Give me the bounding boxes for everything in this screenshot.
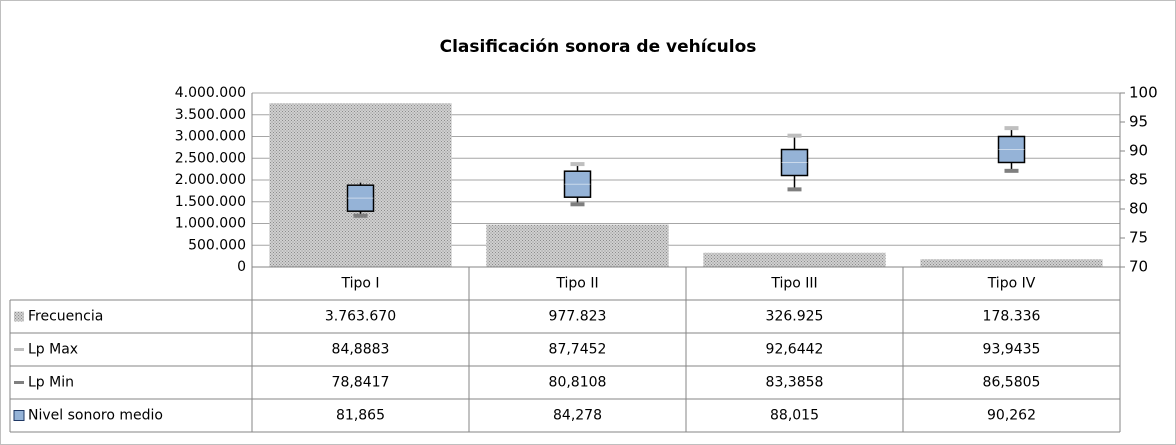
table-cell: 83,3858 — [766, 375, 824, 391]
legend-label: Nivel sonoro medio — [28, 408, 163, 424]
table-cell: 92,6442 — [766, 342, 824, 358]
x-tick-label: Tipo III — [770, 276, 817, 292]
table-cell: 78,8417 — [332, 375, 390, 391]
table-cell: 88,015 — [770, 408, 819, 424]
table-cell: 86,5805 — [983, 375, 1041, 391]
legend-key — [13, 410, 25, 421]
table-cell: 977.823 — [549, 309, 607, 325]
legend-label: Frecuencia — [28, 309, 103, 325]
y-tick-label: 4.000.000 — [175, 85, 246, 101]
y-tick-label: 1.500.000 — [175, 194, 246, 210]
y2-tick-label: 80 — [1129, 200, 1148, 218]
y-tick-label: 0 — [237, 259, 246, 275]
y2-tick-label: 95 — [1129, 113, 1148, 131]
table-cell: 93,9435 — [983, 342, 1041, 358]
legend-label: Lp Max — [28, 342, 78, 358]
table-cell: 84,8883 — [332, 342, 390, 358]
legend-key — [14, 311, 24, 322]
y-tick-label: 500.000 — [188, 237, 246, 253]
y2-tick-label: 70 — [1129, 258, 1148, 276]
table-cell: 80,8108 — [549, 375, 607, 391]
table-cell: 84,278 — [553, 408, 602, 424]
table-cell: 81,865 — [336, 408, 385, 424]
y-tick-label: 3.500.000 — [175, 107, 246, 123]
table-cell: 3.763.670 — [325, 309, 396, 325]
table-cell: 87,7452 — [549, 342, 607, 358]
chart-title: Clasificación sonora de vehículos — [440, 37, 757, 57]
bar — [703, 252, 886, 267]
table-cell: 326.925 — [766, 309, 824, 325]
bar — [486, 224, 669, 267]
y-tick-label: 2.500.000 — [175, 150, 246, 166]
y2-tick-label: 85 — [1129, 171, 1148, 189]
y-tick-label: 1.000.000 — [175, 216, 246, 232]
x-tick-label: Tipo II — [555, 276, 598, 292]
x-tick-label: Tipo IV — [987, 276, 1036, 292]
y-tick-label: 3.000.000 — [175, 129, 246, 145]
y2-tick-label: 100 — [1129, 84, 1158, 102]
legend-label: Lp Min — [28, 375, 74, 391]
y2-tick-label: 90 — [1129, 142, 1148, 160]
bar — [920, 259, 1103, 267]
x-tick-label: Tipo I — [340, 276, 379, 292]
table-cell: 178.336 — [983, 309, 1041, 325]
y-tick-label: 2.000.000 — [175, 172, 246, 188]
y2-tick-label: 75 — [1129, 229, 1148, 247]
table-cell: 90,262 — [987, 408, 1036, 424]
